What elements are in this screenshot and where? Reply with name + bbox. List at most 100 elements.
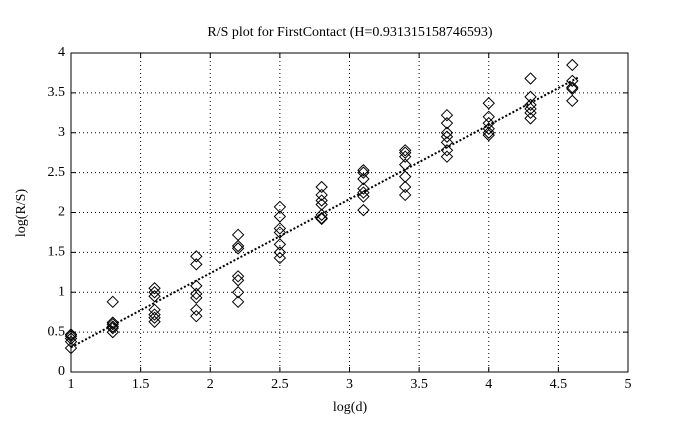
x-tick-label: 3.5 [410,377,428,392]
data-point [273,222,287,235]
data-point [148,311,161,324]
data-point [231,295,245,309]
data-point [357,190,370,203]
x-tick-label: 3 [346,377,353,392]
y-tick-label: 2 [58,205,65,220]
x-tick-label: 1 [68,377,75,392]
data-point [148,308,161,321]
data-point [566,82,579,96]
x-tick-label: 2 [207,377,214,392]
data-point [524,72,537,85]
data-point [440,116,454,130]
data-point [524,102,537,116]
data-point [315,194,328,207]
data-point [106,316,119,329]
data-point [482,126,495,139]
data-point [315,180,328,194]
data-point [315,212,328,226]
data-point [440,144,454,157]
y-axis-label: log(R/S) [14,189,29,238]
data-point [566,81,579,94]
data-point [148,282,161,295]
data-point [398,180,412,194]
data-point [106,325,119,339]
x-tick-label: 1.5 [132,377,150,392]
data-point [398,158,412,171]
data-point [398,188,412,202]
x-tick-label: 4.5 [550,377,568,392]
data-point [357,164,370,177]
y-tick-label: 4 [58,45,65,60]
data-point [440,130,454,143]
data-point [482,97,495,110]
data-point [64,328,78,341]
data-point [440,126,454,139]
x-axis-label: log(d) [333,400,368,415]
data-point [524,98,537,112]
data-point [398,144,412,157]
data-point [231,270,245,283]
y-tick-label: 2.5 [48,165,66,180]
data-point [231,242,245,255]
data-point [273,210,287,223]
data-point [566,94,579,108]
data-point [273,238,287,251]
data-point [148,303,161,317]
data-point [357,172,370,186]
data-point [315,208,328,222]
data-point [64,341,78,355]
y-tick-label: 3.5 [48,85,66,100]
data-point [231,228,245,242]
data-point [357,182,370,195]
data-point [315,211,328,225]
data-point [190,279,203,293]
data-point [566,58,579,72]
data-point [106,295,119,309]
data-point [398,146,412,159]
data-point [148,286,161,299]
data-point [398,150,412,163]
x-tick-label: 5 [625,377,632,392]
data-point [440,108,454,122]
y-tick-label: 1 [58,284,65,299]
data-point [482,110,495,124]
data-point [524,106,537,120]
data-point [190,303,203,317]
data-point [148,290,161,303]
data-point [315,188,328,202]
data-point [106,321,119,335]
data-point [482,128,495,142]
data-point [190,309,203,323]
data-point [357,166,370,179]
y-tick-label: 0.5 [48,324,66,339]
data-point [566,74,579,88]
data-point [398,170,412,183]
data-point [190,287,203,301]
data-point [273,251,287,265]
data-point [273,226,287,239]
data-point [357,203,370,217]
data-point [231,286,245,299]
data-point [190,258,203,271]
data-point [190,291,203,305]
data-point [357,186,370,199]
data-point [190,250,203,263]
data-point [231,274,245,287]
data-point [64,332,78,345]
data-point [64,329,78,343]
data-point [273,246,287,259]
data-point [440,150,454,163]
data-point [273,200,287,214]
x-tick-label: 4 [485,377,492,392]
y-tick-label: 0 [58,364,65,379]
data-point [524,112,537,125]
y-tick-label: 3 [58,125,65,140]
plot-frame [70,52,629,373]
chart-title: R/S plot for FirstContact (H=0.931315158… [207,25,493,40]
data-point [106,320,119,333]
data-point [231,239,245,253]
data-point [148,315,161,328]
x-tick-label: 2.5 [271,377,289,392]
data-point [106,317,119,331]
